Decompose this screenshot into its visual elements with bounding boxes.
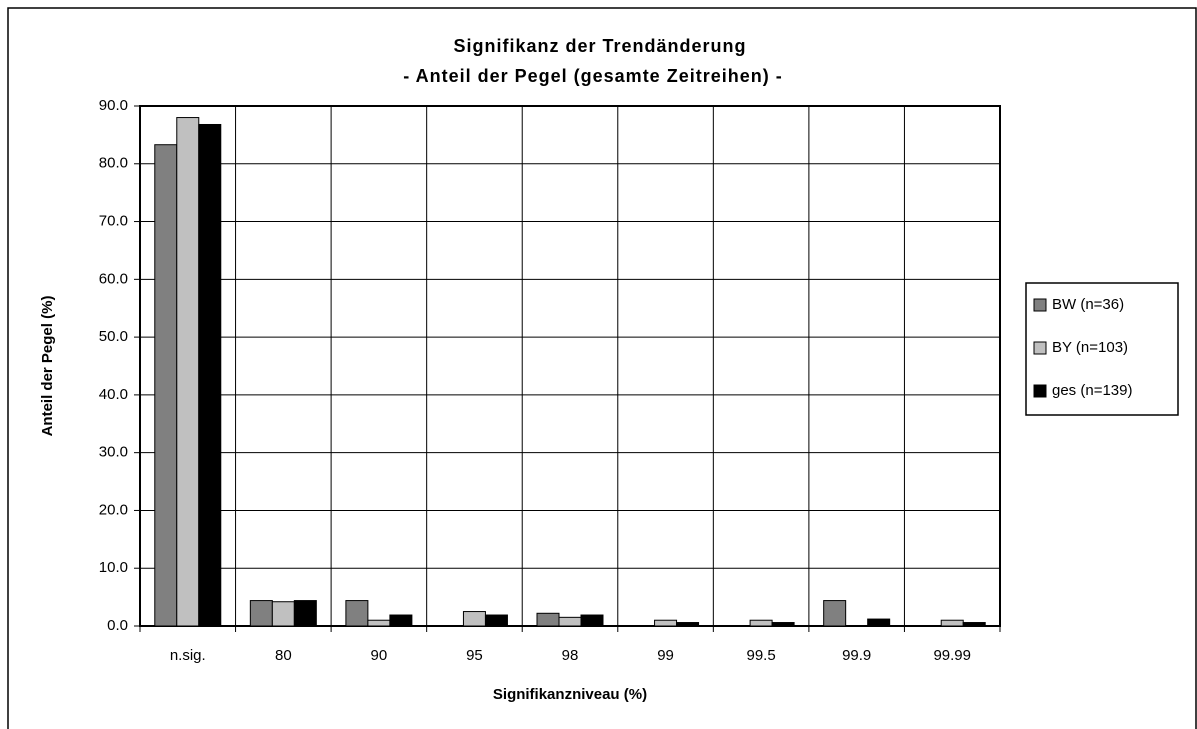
y-tick-label: 0.0	[107, 617, 128, 634]
legend-label: BY (n=103)	[1052, 339, 1128, 356]
bar	[536, 612, 560, 627]
y-tick-label: 20.0	[99, 501, 128, 518]
y-tick-label: 40.0	[99, 386, 128, 403]
bar	[345, 600, 369, 627]
x-tick-label: 80	[275, 647, 292, 664]
y-tick-label: 90.0	[99, 97, 128, 114]
bar	[293, 600, 317, 627]
x-tick-label: 99	[657, 647, 674, 664]
bar	[558, 616, 582, 627]
plot-area	[139, 105, 1001, 627]
bar	[580, 614, 604, 627]
bar	[867, 618, 891, 627]
y-tick-label: 10.0	[99, 559, 128, 576]
x-tick-label: 95	[466, 647, 483, 664]
x-tick-label: 99.5	[747, 647, 776, 664]
bar	[940, 619, 964, 627]
chart-frame	[7, 7, 1197, 729]
legend-label: BW (n=36)	[1052, 296, 1124, 313]
bar	[154, 144, 178, 627]
bar	[823, 600, 847, 627]
bar	[367, 619, 391, 627]
bar	[389, 614, 413, 627]
y-tick-label: 50.0	[99, 328, 128, 345]
chart-title: Signifikanz der Trendänderung	[453, 36, 746, 56]
bar	[962, 622, 986, 627]
bar	[198, 123, 222, 627]
bar	[249, 600, 273, 627]
legend-box	[1025, 282, 1179, 416]
legend-label: ges (n=139)	[1052, 382, 1132, 399]
bar	[271, 601, 295, 627]
y-tick-label: 80.0	[99, 155, 128, 172]
y-axis-label: Anteil der Pegel (%)	[39, 296, 56, 437]
bar	[749, 619, 773, 627]
x-tick-label: 98	[562, 647, 579, 664]
bar	[462, 611, 486, 627]
bar	[176, 117, 200, 627]
x-tick-label: n.sig.	[170, 647, 206, 664]
legend-swatch	[1033, 341, 1047, 355]
chart-subtitle: - Anteil der Pegel (gesamte Zeitreihen) …	[403, 66, 782, 86]
bar	[654, 619, 678, 627]
y-tick-label: 30.0	[99, 444, 128, 461]
x-tick-label: 90	[371, 647, 388, 664]
legend-swatch	[1033, 384, 1047, 398]
bar	[771, 622, 795, 627]
x-tick-label: 99.99	[933, 647, 971, 664]
bar	[676, 622, 700, 627]
y-tick-label: 60.0	[99, 270, 128, 287]
x-axis-label: Signifikanzniveau (%)	[493, 686, 647, 703]
y-tick-label: 70.0	[99, 213, 128, 230]
bar	[484, 614, 508, 627]
legend-swatch	[1033, 298, 1047, 312]
x-tick-label: 99.9	[842, 647, 871, 664]
